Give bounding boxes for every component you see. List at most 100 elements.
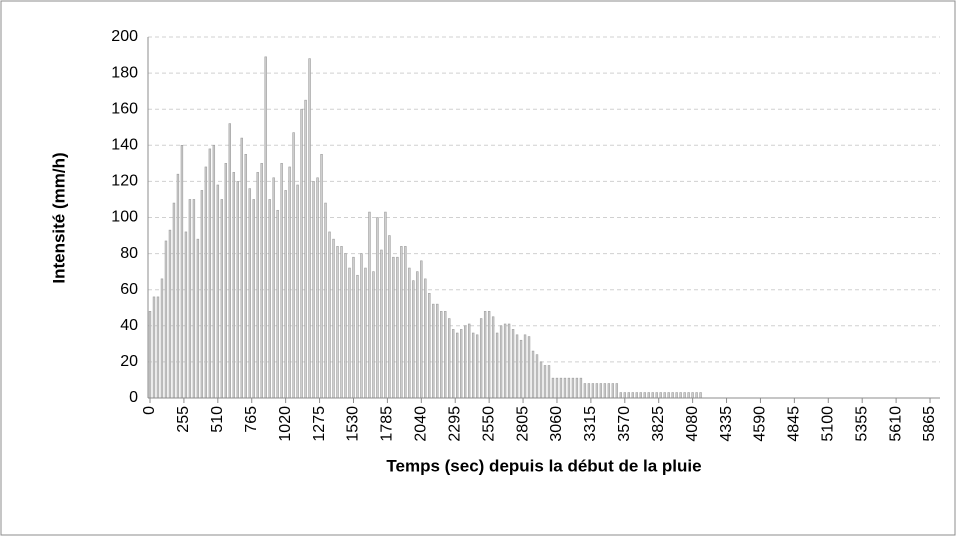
bar [467,323,471,399]
bar [543,365,547,399]
bar [184,231,188,399]
bar [420,260,423,399]
bar [456,332,459,399]
bar [527,336,531,399]
bar [691,392,694,399]
bar [639,392,642,399]
bar [356,274,359,399]
x-tick-label: 2805 [514,406,531,442]
bar [699,392,702,399]
bar [607,383,611,399]
bar [292,132,295,399]
bar [539,361,543,399]
bar [499,325,503,399]
bar [312,181,315,399]
bar [475,334,479,399]
bar [316,177,319,399]
y-tick-label: 80 [120,245,138,262]
bar [452,329,455,399]
bar [507,323,511,399]
bar [631,392,634,399]
bar [364,267,367,399]
bar [595,383,599,399]
bar [491,316,495,399]
bar [392,256,395,399]
x-tick-label: 4335 [718,406,735,442]
y-axis-title: Intensité (mm/h) [49,152,68,283]
bar [460,329,463,399]
bar [412,280,415,399]
bar [216,184,220,399]
bar [603,383,607,399]
bar [168,229,172,399]
x-tick-label: 1530 [345,406,362,442]
bar [296,184,299,399]
bar [400,246,403,399]
x-tick-label: 3060 [548,406,565,442]
bar [587,383,591,399]
bar [583,383,587,399]
bar [208,148,212,399]
bar [619,392,623,399]
bar [288,166,291,399]
bar [567,377,571,399]
bar [284,190,287,399]
bar [471,332,475,399]
x-tick-label: 5865 [921,406,938,442]
bar [172,202,176,399]
bar [523,334,527,399]
bar [679,392,682,399]
bar [535,354,539,399]
bar [627,392,630,399]
bar [260,163,263,399]
bar [571,377,575,399]
x-tick-label: 2295 [446,406,463,442]
y-tick-label: 120 [111,173,138,190]
bar [252,199,255,399]
bar [511,329,515,399]
y-tick-label: 140 [111,137,138,154]
x-tick-label: 3570 [616,406,633,442]
bar [440,311,443,399]
bar [659,392,662,399]
bar [531,350,535,399]
bar [148,311,152,399]
bar [448,318,451,399]
bar [264,56,267,399]
bar [204,166,208,399]
x-tick-label: 765 [243,406,260,433]
bar [156,296,160,399]
bar [503,323,507,399]
bar [432,303,435,399]
bar [487,311,491,399]
x-tick-label: 1275 [311,406,328,442]
bar [483,311,487,399]
x-tick-label: 5610 [887,406,904,442]
bar [404,246,407,399]
bar [348,267,351,399]
bar [563,377,567,399]
x-tick-label: 510 [209,406,226,433]
bar [164,240,168,399]
x-tick-label: 1785 [379,406,396,442]
bar [575,377,579,399]
x-tick-label: 5100 [820,406,837,442]
bar [176,173,180,399]
bar [232,172,235,399]
bar [495,332,499,399]
bar [408,267,411,399]
bar [643,392,646,399]
y-tick-label: 200 [111,28,138,45]
x-tick-label: 5355 [853,406,870,442]
bar [687,392,690,399]
bar [340,246,343,399]
bar [352,256,355,399]
bar [635,392,638,399]
bar [515,334,519,399]
bar [671,392,674,399]
x-axis-title: Temps (sec) depuis la début de la pluie [386,456,701,475]
bar [220,199,224,399]
y-tick-label: 100 [111,209,138,226]
bar [376,217,379,399]
